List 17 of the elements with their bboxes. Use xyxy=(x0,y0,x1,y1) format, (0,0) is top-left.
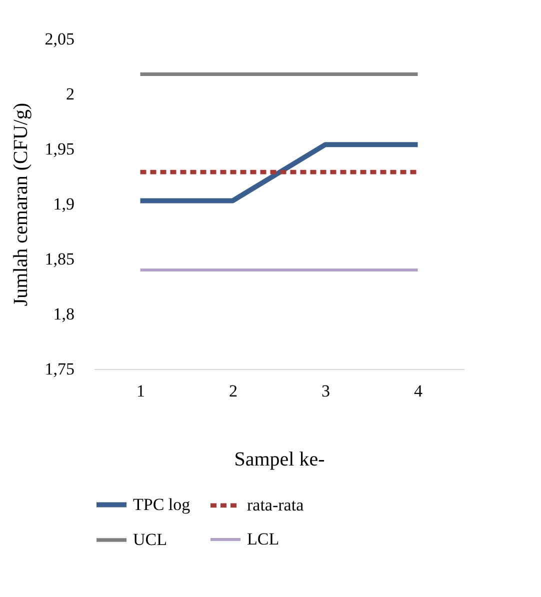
y-tick-label: 1,95 xyxy=(44,140,74,158)
x-axis-title: Sampel ke- xyxy=(234,448,325,470)
y-tick-label: 1,9 xyxy=(53,194,74,214)
x-tick-label: 2 xyxy=(229,382,238,400)
legend-label: TPC log xyxy=(133,494,191,514)
y-tick-label: 1,85 xyxy=(44,250,74,268)
x-tick-label: 3 xyxy=(322,382,330,400)
y-tick-label: 1,75 xyxy=(44,360,74,378)
y-tick-label: 1,8 xyxy=(53,304,74,324)
legend-label: UCL xyxy=(133,530,167,549)
x-tick-label: 1 xyxy=(136,382,145,400)
legend-label: LCL xyxy=(247,530,280,548)
y-tick-label: 2 xyxy=(66,84,74,104)
y-tick-label: 2,05 xyxy=(44,30,74,48)
y-axis-title: Jumlah cemaran (CFU/g) xyxy=(10,102,32,306)
x-tick-label: 4 xyxy=(414,382,423,400)
legend-label: rata-rata xyxy=(247,495,304,514)
